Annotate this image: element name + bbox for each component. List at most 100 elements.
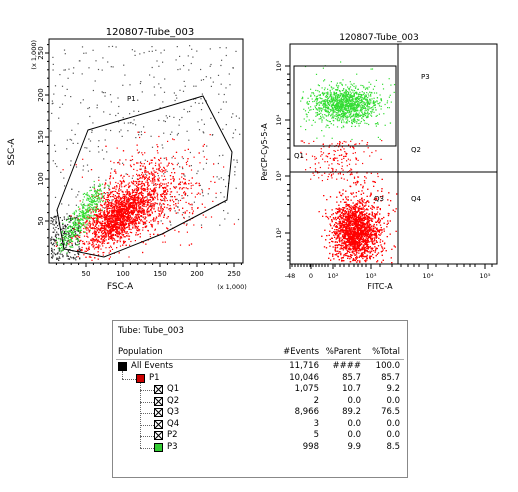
event-dot [83,52,85,54]
event-dot [79,210,81,213]
event-dot [190,185,192,187]
event-dot [97,236,99,238]
event-dot [102,200,104,202]
event-dot [177,202,179,204]
event-dot [153,217,155,219]
p1-gate[interactable] [56,95,233,258]
event-dot [183,191,186,193]
event-dot [102,213,105,215]
event-dot [74,221,76,223]
event-dot [101,243,103,245]
event-dot [153,205,155,207]
event-dot [105,247,107,249]
event-dot [139,233,141,235]
event-dot [125,196,128,198]
event-dot [86,232,88,234]
event-dot [126,220,128,222]
event-dot [93,222,95,224]
event-dot [64,233,66,235]
event-dot [55,216,57,218]
event-dot [174,172,176,174]
event-dot [60,171,62,173]
event-dot [139,162,141,164]
event-dot [142,202,144,204]
event-dot [115,225,117,228]
event-dot [50,217,52,219]
event-dot [95,238,97,240]
event-dot [103,240,106,242]
event-dot [173,179,175,181]
event-dot [112,214,114,216]
event-dot [151,205,153,207]
event-dot [181,116,183,119]
event-dot [160,162,162,164]
event-dot [122,150,125,152]
event-dot [218,93,220,95]
event-dot [59,240,61,242]
event-dot [205,76,207,78]
event-dot [74,231,76,233]
event-dot [187,188,189,190]
event-dot [153,76,155,78]
event-dot [154,94,156,96]
event-dot [141,210,143,212]
event-dot [115,201,117,203]
event-dot [82,222,84,224]
event-dot [119,215,122,217]
event-dot [111,217,114,219]
event-dot [167,164,169,166]
event-dot [151,212,153,214]
event-dot [51,244,53,246]
event-dot [81,218,83,220]
event-dot [140,131,142,133]
event-dot [158,163,160,165]
event-dot [159,202,161,204]
event-dot [69,215,71,217]
event-dot [183,187,185,189]
event-dot [97,227,99,229]
event-dot [104,237,106,239]
event-dot [118,210,120,213]
event-dot [123,231,125,233]
event-dot [109,175,112,177]
event-dot [59,253,61,255]
event-dot [162,241,164,243]
event-dot [117,209,119,211]
event-dot [81,246,83,249]
event-dot [94,208,96,210]
event-dot [185,201,187,203]
event-dot [121,217,123,219]
event-dot [62,169,64,171]
event-dot [83,204,85,206]
event-dot [107,208,109,210]
event-dot [82,165,85,167]
event-dot [136,196,138,199]
event-dot [75,224,77,226]
event-dot [63,242,65,244]
event-dot [87,203,89,205]
event-dot [185,224,188,226]
event-dot [197,207,199,209]
event-dot [89,115,91,118]
event-dot [77,216,79,218]
event-dot [120,201,122,203]
event-dot [189,151,191,154]
event-dot [140,201,142,204]
event-dot [99,183,101,185]
event-dot [102,235,104,237]
event-dot [159,170,161,172]
event-dot [123,164,125,166]
event-dot [120,129,122,131]
event-dot [118,230,120,232]
event-dot [105,229,107,231]
event-dot [184,178,186,181]
event-dot [152,197,154,200]
event-dot [156,168,158,170]
event-dot [128,226,130,228]
event-dot [116,221,118,223]
event-dot [137,178,139,181]
event-dot [133,211,135,213]
event-dot [76,220,79,222]
event-dot [93,206,95,208]
event-dot [159,183,161,185]
